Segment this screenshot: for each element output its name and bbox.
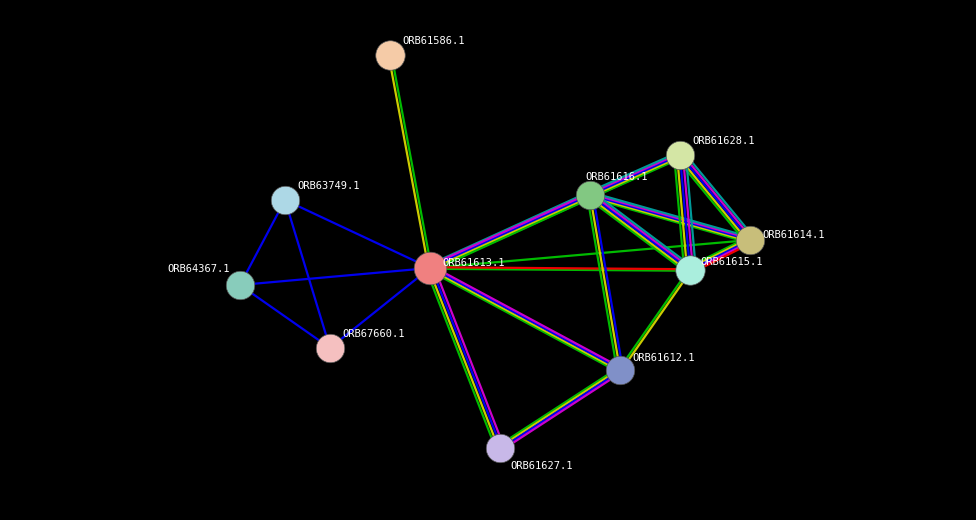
Text: ORB61628.1: ORB61628.1 [692, 136, 754, 146]
Point [742, 236, 757, 244]
Text: ORB61627.1: ORB61627.1 [510, 461, 573, 471]
Point [383, 51, 398, 59]
Point [277, 196, 293, 204]
Point [232, 281, 248, 289]
Text: ORB61612.1: ORB61612.1 [632, 353, 695, 363]
Text: ORB61615.1: ORB61615.1 [700, 257, 762, 267]
Text: ORB67660.1: ORB67660.1 [342, 329, 404, 339]
Text: ORB63749.1: ORB63749.1 [297, 181, 359, 191]
Point [612, 366, 628, 374]
Text: ORB61586.1: ORB61586.1 [402, 36, 465, 46]
Text: ORB64367.1: ORB64367.1 [168, 264, 230, 274]
Text: ORB61616.1: ORB61616.1 [585, 172, 647, 182]
Text: ORB61613.1: ORB61613.1 [442, 258, 505, 268]
Point [682, 266, 698, 274]
Point [672, 151, 688, 159]
Text: ORB61614.1: ORB61614.1 [762, 230, 825, 240]
Point [423, 264, 438, 272]
Point [583, 191, 598, 199]
Point [322, 344, 338, 352]
Point [492, 444, 508, 452]
